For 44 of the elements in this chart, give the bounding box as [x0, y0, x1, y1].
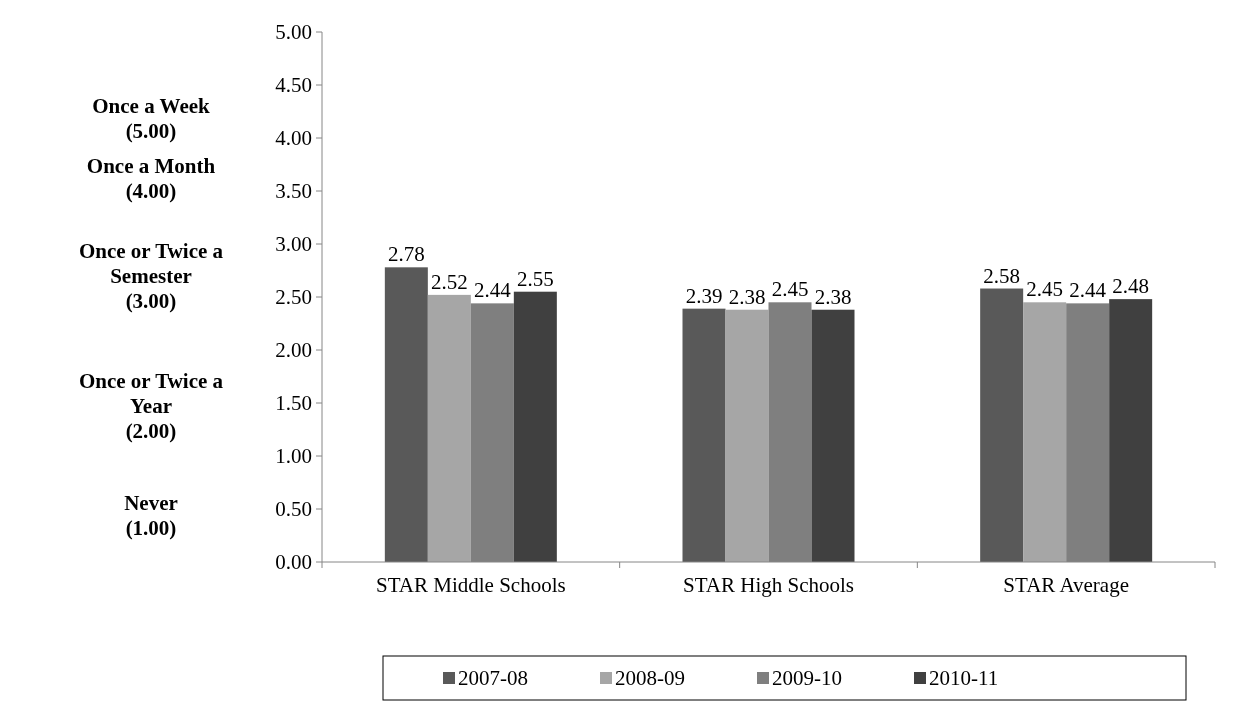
data-label: 2.52 — [430, 269, 468, 294]
bar — [513, 291, 557, 562]
bar — [811, 309, 855, 562]
data-label: 2.78 — [387, 242, 425, 267]
data-label: 2.55 — [516, 266, 554, 291]
bar — [682, 308, 726, 562]
text: Never (1.00) — [124, 491, 178, 540]
text: Once or Twice a Year (2.00) — [78, 369, 224, 443]
x-tick-label: STAR High Schools — [682, 573, 855, 597]
data-label: 2.38 — [728, 284, 766, 309]
bar — [384, 267, 428, 562]
y-tick-label: 3.50 — [275, 179, 312, 204]
bar — [1109, 299, 1153, 562]
y-tick-label: 1.00 — [275, 444, 312, 469]
data-label: 2.38 — [814, 284, 852, 309]
y-tick-label: 3.00 — [275, 232, 312, 257]
y-tick-label: 2.00 — [275, 338, 312, 363]
bar — [725, 309, 769, 562]
data-label: 2.44 — [1069, 278, 1107, 303]
text: Once or Twice a Semester (3.00) — [78, 239, 224, 313]
legend-label: 2008-09 — [615, 666, 685, 690]
data-label: 2.58 — [983, 263, 1021, 288]
legend-label: 2009-10 — [772, 666, 842, 690]
data-label: 2.44 — [473, 278, 512, 303]
text: Once a Week (5.00) — [92, 94, 211, 143]
data-label: 2.39 — [685, 283, 723, 308]
y-tick-label: 0.00 — [275, 550, 312, 575]
bar — [427, 294, 471, 562]
data-label: 2.45 — [771, 277, 809, 302]
bar — [1023, 302, 1067, 562]
y-tick-label: 4.00 — [275, 126, 312, 151]
bar — [980, 288, 1024, 562]
data-label: 2.45 — [1026, 277, 1064, 302]
text: Once a Month (4.00) — [86, 154, 216, 203]
x-tick-label: STAR Middle Schools — [376, 573, 566, 597]
legend-label: 2010-11 — [929, 666, 999, 690]
data-label: 2.48 — [1112, 274, 1150, 299]
y-tick-label: 1.50 — [275, 391, 312, 416]
y-tick-label: 5.00 — [275, 20, 312, 45]
x-tick-label: STAR Average — [1003, 573, 1129, 597]
y-tick-label: 4.50 — [275, 73, 312, 98]
y-tick-label: 0.50 — [275, 497, 312, 522]
legend-label: 2007-08 — [458, 666, 528, 690]
y-tick-label: 2.50 — [275, 285, 312, 310]
